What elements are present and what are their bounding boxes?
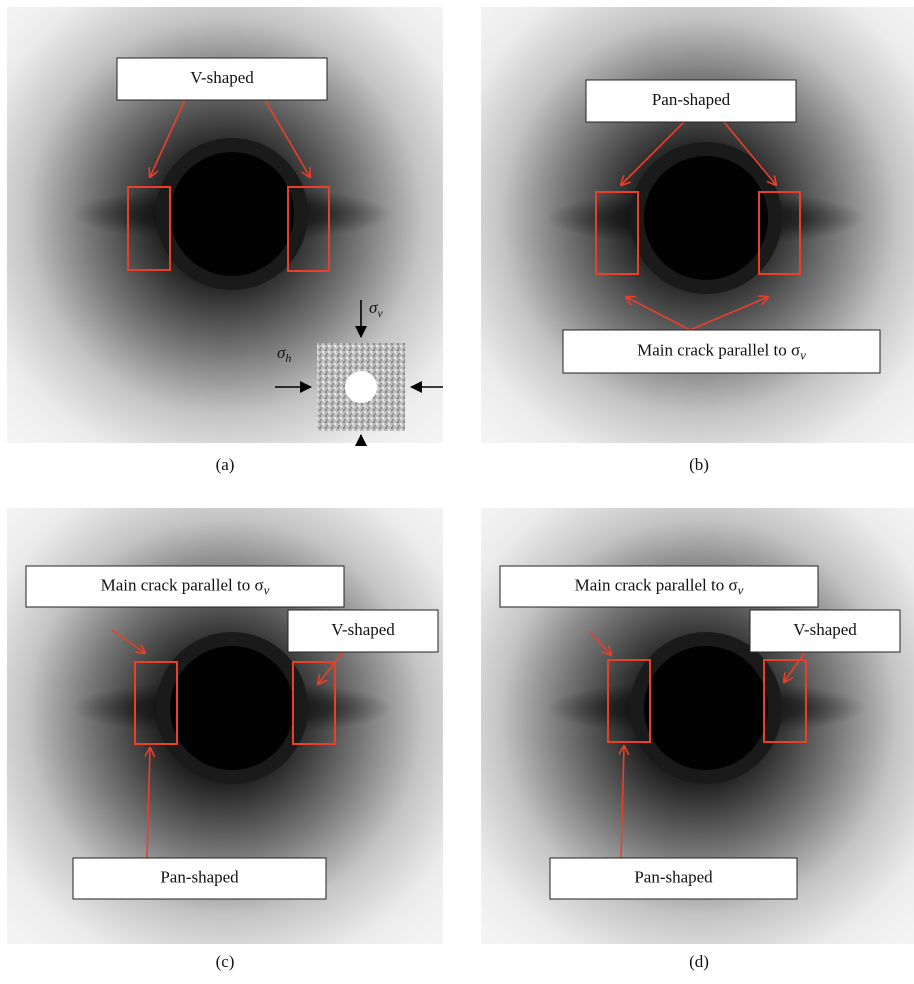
borehole [170, 152, 294, 276]
annotation-text: Main crack parallel to σv [101, 575, 270, 597]
annotation-text: V-shaped [331, 620, 395, 639]
panel-caption: (d) [689, 952, 709, 971]
annotation-text: Main crack parallel to σv [637, 340, 806, 362]
inset-hole [345, 371, 377, 403]
text-main: V-shaped [190, 68, 254, 87]
annotation-text: Pan-shaped [634, 867, 713, 886]
panel: Main crack parallel to σv V-shaped Pan-sha… [7, 508, 443, 944]
text-subscript: v [264, 582, 270, 597]
panel-caption: (a) [216, 455, 235, 474]
borehole [644, 156, 768, 280]
panel: Main crack parallel to σv V-shaped Pan-sha… [481, 508, 914, 944]
text-main: Main crack parallel to σ [637, 340, 800, 359]
text-main: Pan-shaped [160, 867, 239, 886]
borehole [170, 646, 294, 770]
subscript: h [285, 351, 291, 365]
text-main: Main crack parallel to σ [575, 575, 738, 594]
text-main: Pan-shaped [634, 867, 713, 886]
text-main: Pan-shaped [652, 90, 731, 109]
annotation-text: Main crack parallel to σv [575, 575, 744, 597]
text-main: V-shaped [793, 620, 857, 639]
panel: Pan-shaped Main crack parallel to σv [481, 7, 914, 443]
annotation-text: Pan-shaped [160, 867, 239, 886]
text-subscript: v [738, 582, 744, 597]
panel-caption: (b) [689, 455, 709, 474]
text-subscript: v [800, 347, 806, 362]
borehole [644, 646, 768, 770]
annotation-text: V-shaped [793, 620, 857, 639]
text-main: V-shaped [331, 620, 395, 639]
panel-caption: (c) [216, 952, 235, 971]
text-main: Main crack parallel to σ [101, 575, 264, 594]
subscript: v [377, 306, 383, 320]
annotation-text: Pan-shaped [652, 90, 731, 109]
figure: V-shapedσvσh(a)Pan-shapedMain crack para… [0, 0, 914, 984]
annotation-text: V-shaped [190, 68, 254, 87]
